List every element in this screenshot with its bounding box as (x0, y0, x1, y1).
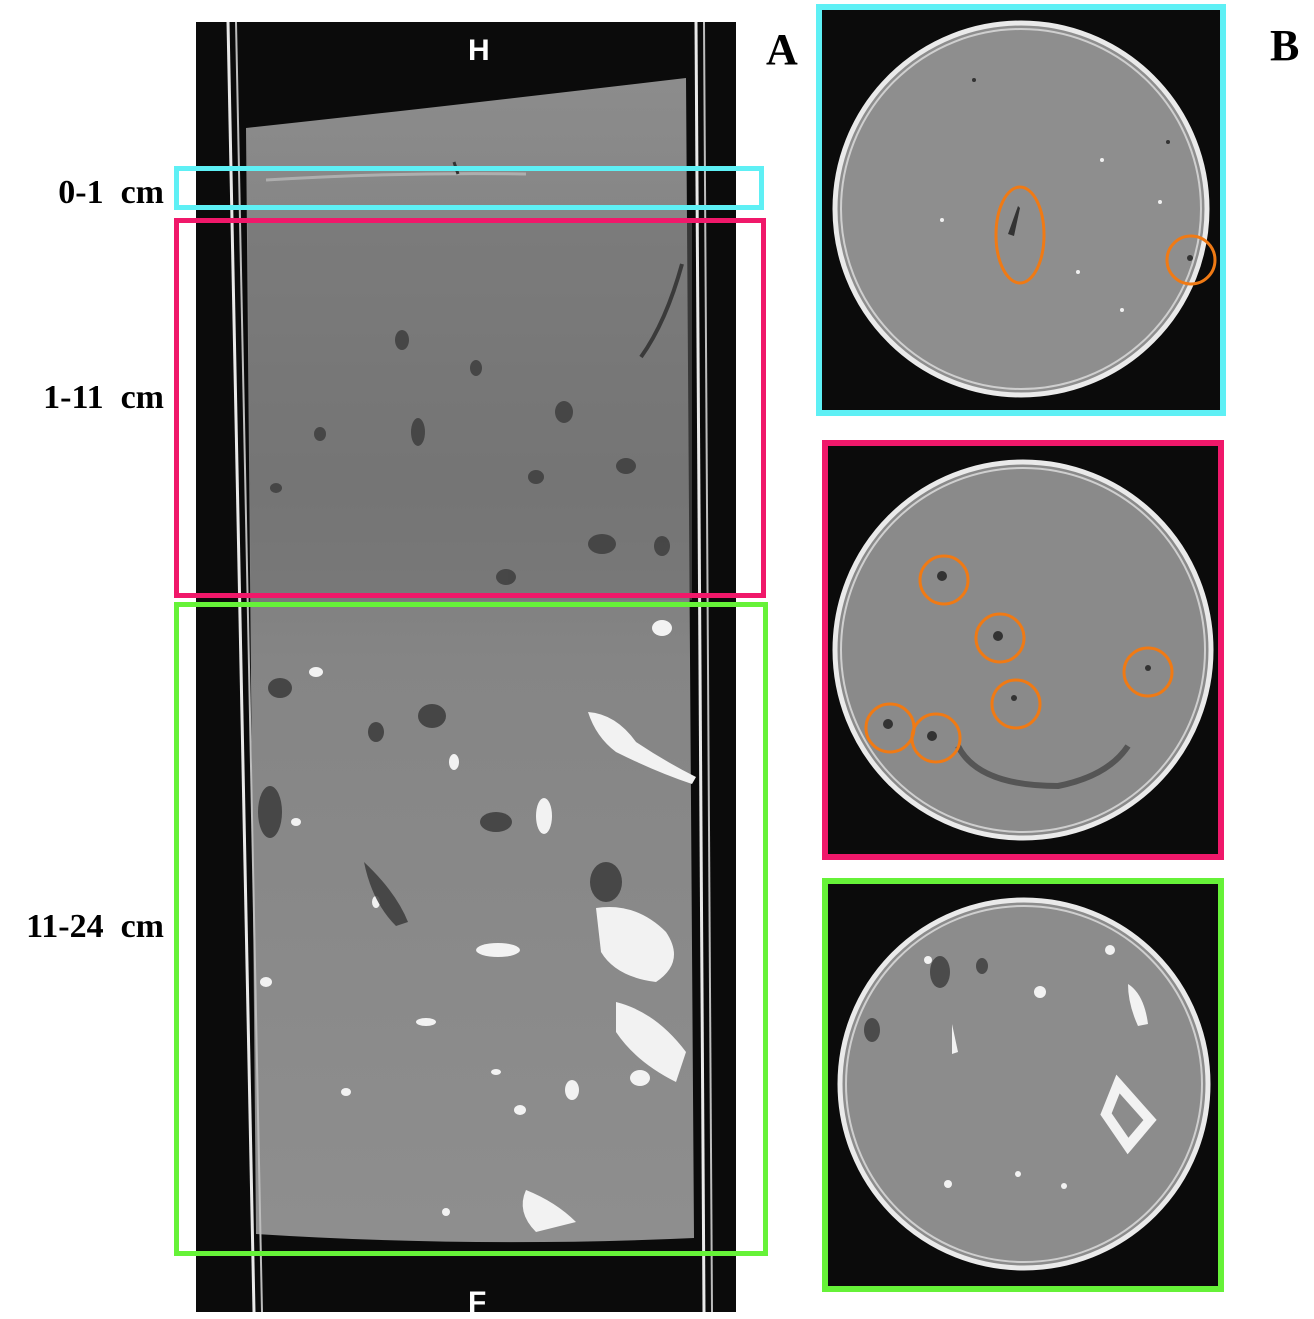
cross-section-0-1 (816, 4, 1226, 416)
panel-label-a: A (766, 25, 798, 74)
panel-label-b: B (1270, 21, 1300, 70)
depth-label-11-24: 11-24 cm (26, 908, 164, 945)
interval-box-11-24 (174, 602, 768, 1256)
core-bottom-marker: F (468, 1286, 487, 1319)
interval-box-1-11 (174, 218, 766, 598)
cross-section-1-11 (822, 440, 1224, 860)
depth-label-1-11: 1-11 cm (43, 379, 164, 416)
core-top-marker: H (468, 34, 490, 67)
interval-box-0-1 (174, 166, 764, 210)
cross-section-11-24 (822, 878, 1224, 1292)
depth-label-0-1: 0-1 cm (58, 174, 164, 211)
core-ct-scan: H F (196, 22, 736, 1318)
